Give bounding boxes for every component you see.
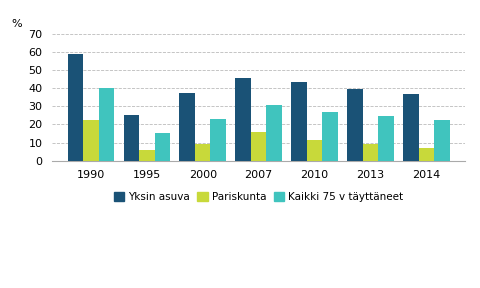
Bar — [235, 78, 251, 161]
Bar — [99, 88, 114, 161]
Bar — [363, 144, 378, 161]
Bar — [155, 132, 170, 161]
Bar — [83, 120, 99, 161]
Bar — [378, 116, 394, 161]
Text: %: % — [11, 19, 22, 29]
Bar — [291, 82, 307, 161]
Bar — [419, 148, 434, 161]
Bar — [195, 144, 210, 161]
Bar — [307, 140, 322, 161]
Bar — [434, 120, 450, 161]
Bar — [347, 89, 363, 161]
Bar — [266, 105, 282, 161]
Legend: Yksin asuva, Pariskunta, Kaikki 75 v täyttäneet: Yksin asuva, Pariskunta, Kaikki 75 v täy… — [109, 188, 408, 206]
Bar — [322, 112, 338, 161]
Bar — [251, 132, 266, 161]
Bar — [68, 54, 83, 161]
Bar — [123, 115, 139, 161]
Bar — [139, 150, 155, 161]
Bar — [180, 93, 195, 161]
Bar — [210, 119, 226, 161]
Bar — [403, 94, 419, 161]
